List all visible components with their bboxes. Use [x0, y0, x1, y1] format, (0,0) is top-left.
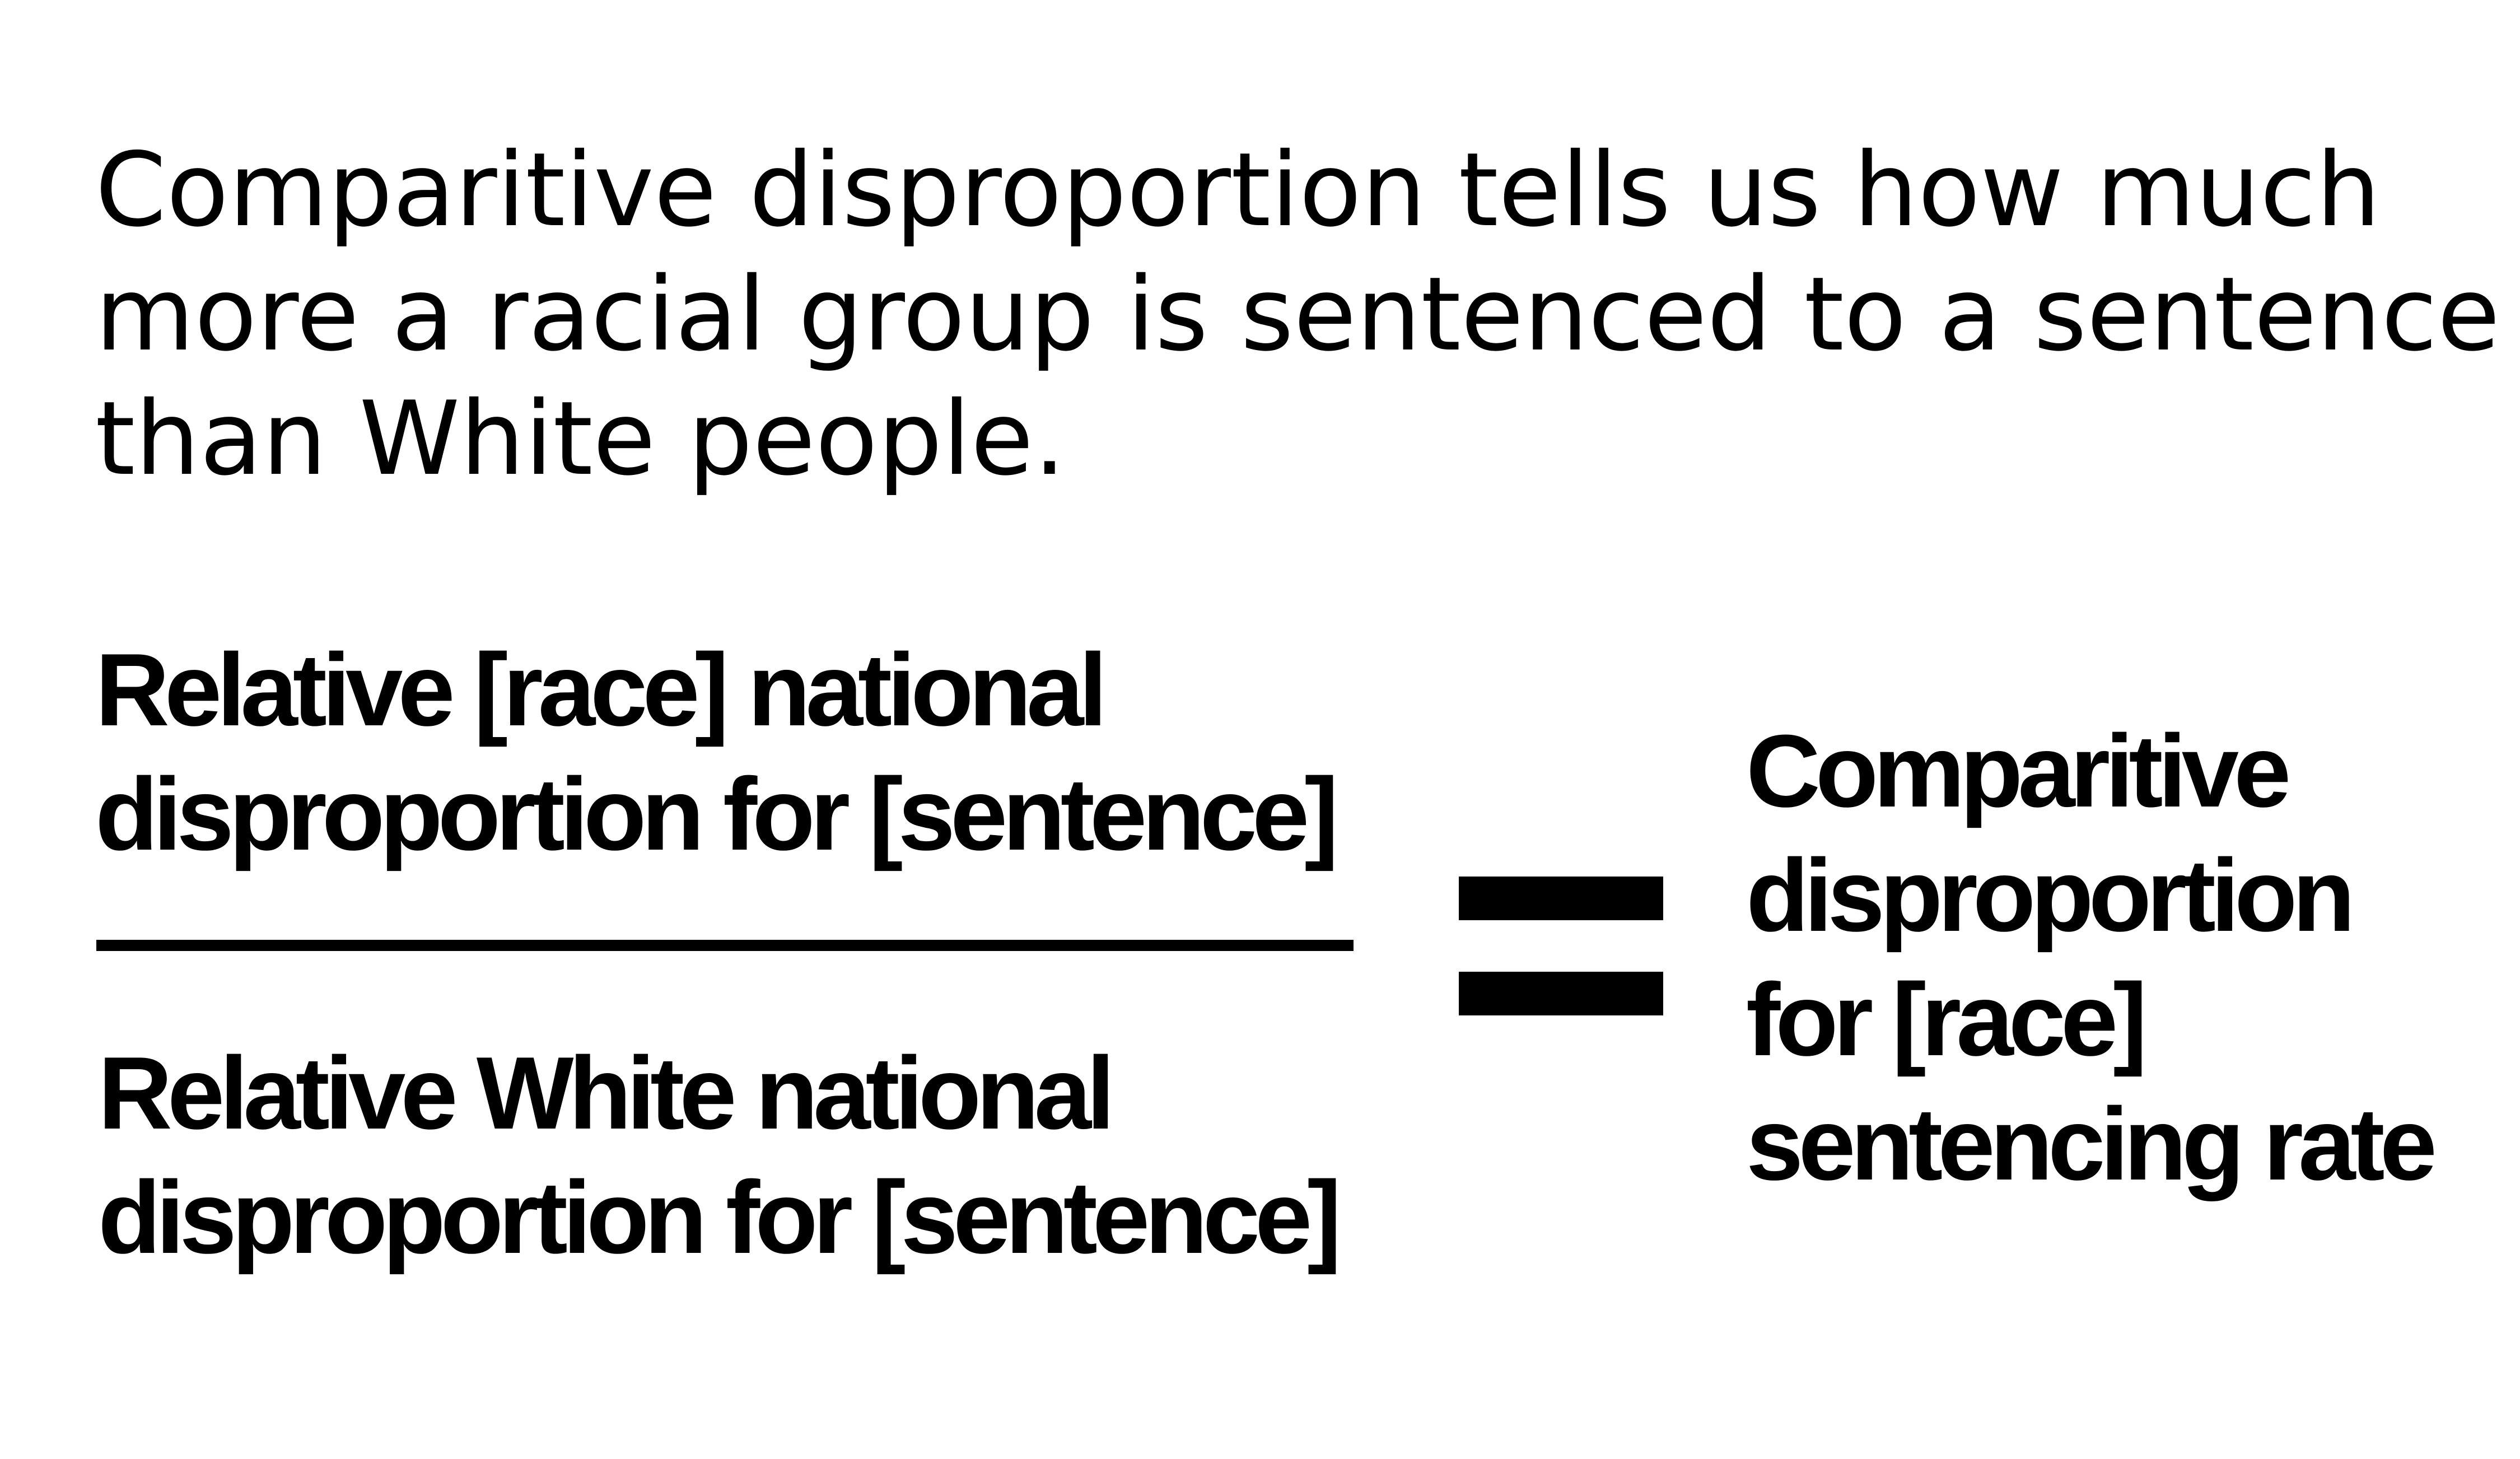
- denominator-line: Relative White national: [98, 1035, 1115, 1150]
- denominator-line: disproportion for [sentence]: [98, 1159, 1342, 1275]
- intro-description: Comparitive disproportion tells us how m…: [95, 128, 2500, 501]
- result-line: for [race]: [1746, 962, 2148, 1077]
- intro-line: more a racial group is sentenced to a se…: [95, 255, 2500, 374]
- equals-sign: [1459, 877, 1663, 1015]
- formula-numerator: Relative [race] national disproportion f…: [95, 627, 1339, 876]
- result-line: Comparitive: [1746, 713, 2291, 828]
- equals-bar-bottom: [1459, 972, 1663, 1015]
- formula-denominator: Relative White national disproportion fo…: [98, 1031, 1342, 1279]
- intro-line: than White people.: [95, 379, 1066, 498]
- equals-bar-top: [1459, 877, 1663, 920]
- fraction-bar: [96, 940, 1354, 951]
- result-line: disproportion: [1746, 837, 2355, 953]
- numerator-line: Relative [race] national: [95, 632, 1107, 747]
- numerator-line: disproportion for [sentence]: [95, 756, 1339, 871]
- result-line: sentencing rate: [1746, 1086, 2437, 1201]
- intro-line: Comparitive disproportion tells us how m…: [95, 130, 2381, 249]
- formula-result: Comparitive disproportion for [race] sen…: [1746, 708, 2437, 1206]
